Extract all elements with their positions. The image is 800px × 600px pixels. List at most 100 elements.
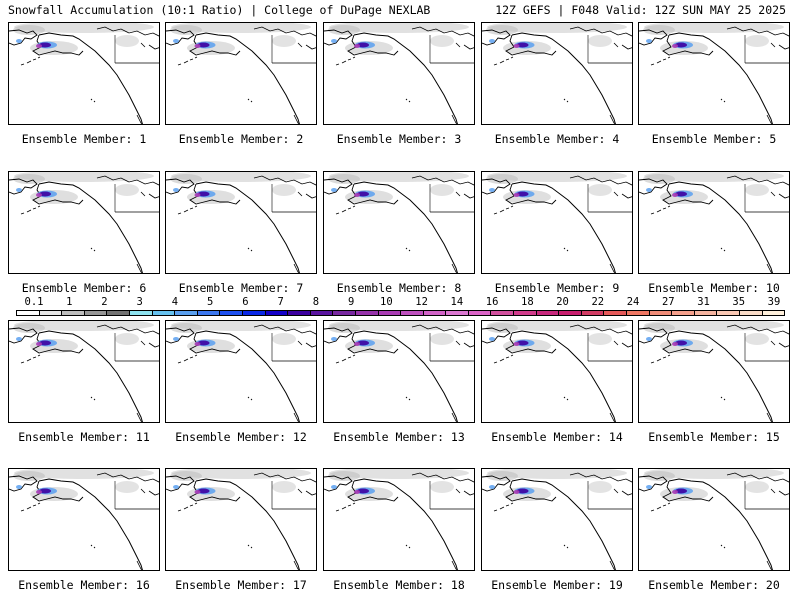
map-drawing — [482, 23, 632, 124]
snow-band-max — [36, 193, 42, 197]
siberia-coastline — [9, 475, 38, 492]
siberia-snow-band — [173, 39, 179, 43]
baja-coastline — [293, 263, 300, 273]
siberia-snow-band — [173, 337, 179, 341]
baja-coastline — [609, 412, 616, 422]
arctic-islands-coastline — [726, 26, 789, 37]
colorbar-cell — [220, 311, 243, 315]
aleutian-islands — [650, 502, 671, 512]
ensemble-member-label: Ensemble Member: 10 — [648, 281, 780, 295]
colorbar-tick-label: 3 — [136, 296, 143, 308]
siberia-coastline — [324, 475, 353, 492]
alaska-south-coast — [662, 34, 714, 56]
siberia-snow-shading — [328, 323, 360, 333]
hudson-coastline — [770, 340, 789, 348]
west-coast-coastline — [668, 32, 773, 124]
arctic-islands-coastline — [253, 26, 316, 37]
snow-band-max — [672, 342, 678, 346]
ensemble-map-panel — [481, 320, 633, 423]
arctic-islands-coastline — [96, 472, 159, 483]
baja-coastline — [609, 114, 616, 124]
colorbar-cell — [288, 311, 311, 315]
canada-snow-shading — [588, 481, 612, 493]
colorbar-cell — [649, 311, 673, 315]
colorbar-cell — [17, 311, 40, 315]
map-drawing — [639, 23, 789, 124]
aleutian-islands — [493, 502, 514, 512]
arctic-snow-shading — [644, 23, 784, 33]
colorbar-cell — [581, 311, 605, 315]
baja-coastline — [451, 263, 458, 273]
siberia-snow-band — [646, 485, 652, 489]
colorbar-cell — [242, 311, 266, 315]
colorbar-cell — [514, 311, 537, 315]
aleutian-islands — [177, 56, 198, 66]
west-coast-coastline — [511, 32, 616, 124]
map-drawing — [324, 172, 474, 273]
hawaii-islands — [563, 98, 569, 103]
snow-band-heavy — [197, 340, 210, 346]
siberia-coastline — [482, 475, 511, 492]
ensemble-map-panel — [323, 320, 475, 423]
hawaii-islands — [90, 98, 96, 103]
map-drawing — [324, 469, 474, 570]
arctic-snow-shading — [329, 321, 469, 331]
siberia-snow-band — [646, 337, 652, 341]
hudson-coastline — [297, 340, 316, 348]
siberia-snow-band — [646, 188, 652, 192]
colorbar-tick-label: 31 — [697, 296, 710, 308]
baja-coastline — [293, 412, 300, 422]
ensemble-member-label: Ensemble Member: 7 — [178, 281, 304, 295]
hawaii-islands — [247, 544, 253, 549]
west-coast-coastline — [353, 478, 458, 570]
colorbar-tick-label: 0.1 — [24, 296, 44, 308]
arctic-islands-coastline — [253, 324, 316, 335]
colorbar-cell — [197, 311, 221, 315]
colorbar-tick-label: 7 — [277, 296, 284, 308]
snow-band-heavy — [675, 340, 687, 346]
hudson-coastline — [455, 191, 474, 199]
ensemble-member-label: Ensemble Member: 1 — [21, 132, 147, 146]
colorbar-tick-label: 10 — [380, 296, 393, 308]
colorbar-tick-label: 39 — [767, 296, 781, 308]
snow-band-heavy — [516, 488, 529, 494]
hudson-coastline — [770, 42, 789, 50]
colorbar-tick-label: 16 — [485, 296, 499, 308]
aleutian-islands — [177, 205, 198, 215]
map-drawing — [9, 321, 159, 422]
aleutian-islands — [177, 354, 198, 364]
arctic-snow-shading — [487, 172, 627, 182]
siberia-snow-band — [489, 188, 495, 192]
siberia-snow-shading — [13, 174, 45, 184]
colorbar-tick-label: 2 — [101, 296, 108, 308]
hawaii-islands — [563, 396, 569, 401]
west-coast-coastline — [668, 181, 773, 273]
ensemble-map-panel — [8, 22, 160, 125]
hawaii-islands — [563, 544, 569, 549]
aleutian-islands — [493, 205, 514, 215]
snow-band-heavy — [357, 191, 369, 197]
west-coast-coastline — [195, 181, 300, 273]
west-coast-coastline — [511, 330, 616, 422]
snow-band-heavy — [357, 340, 369, 346]
west-coast-coastline — [38, 478, 143, 570]
baja-coastline — [293, 560, 300, 570]
arctic-snow-shading — [487, 23, 627, 33]
ensemble-map-panel — [481, 468, 633, 571]
siberia-snow-shading — [170, 174, 202, 184]
ensemble-member-label: Ensemble Member: 13 — [333, 430, 465, 444]
siberia-snow-band — [173, 188, 179, 192]
siberia-snow-band — [331, 337, 337, 341]
snow-band-max — [513, 490, 520, 494]
colorbar-cell — [152, 311, 176, 315]
canada-snow-shading — [272, 333, 296, 345]
hawaii-islands — [720, 544, 726, 549]
arctic-snow-shading — [14, 321, 154, 331]
colorbar-tick-label: 27 — [661, 296, 675, 308]
colorbar-cell — [39, 311, 63, 315]
siberia-snow-shading — [486, 323, 518, 333]
siberia-snow-band — [173, 485, 179, 489]
siberia-snow-shading — [170, 25, 202, 35]
ensemble-member-label: Ensemble Member: 8 — [336, 281, 462, 295]
arctic-islands-coastline — [96, 26, 159, 37]
